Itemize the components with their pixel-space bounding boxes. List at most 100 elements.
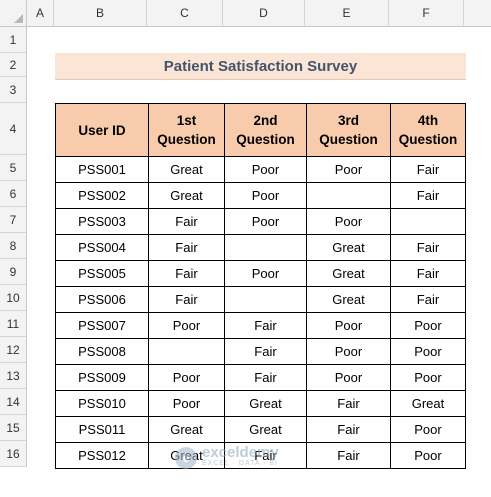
table-row: PSS008 Fair Poor Poor bbox=[55, 338, 466, 365]
answer-cell[interactable]: Fair bbox=[224, 338, 307, 365]
answer-cell[interactable]: Fair bbox=[148, 260, 225, 287]
answer-cell[interactable]: Great bbox=[224, 416, 307, 443]
header-cell[interactable]: 1st Question bbox=[148, 103, 225, 157]
answer-cell[interactable] bbox=[390, 208, 466, 235]
answer-cell[interactable]: Poor bbox=[390, 416, 466, 443]
row-header-11[interactable]: 11 bbox=[0, 311, 27, 337]
user-id-cell[interactable]: PSS012 bbox=[55, 442, 149, 469]
column-header-e[interactable]: E bbox=[305, 0, 389, 27]
row-header-15[interactable]: 15 bbox=[0, 415, 27, 441]
answer-cell[interactable]: Fair bbox=[224, 364, 307, 391]
answer-cell[interactable]: Poor bbox=[390, 442, 466, 469]
row-header-8[interactable]: 8 bbox=[0, 233, 27, 259]
answer-cell[interactable]: Fair bbox=[148, 234, 225, 261]
row-header-2[interactable]: 2 bbox=[0, 53, 27, 77]
answer-cell[interactable]: Poor bbox=[306, 312, 391, 339]
user-id-cell[interactable]: PSS011 bbox=[55, 416, 149, 443]
answer-cell[interactable]: Great bbox=[390, 390, 466, 417]
header-cell[interactable]: User ID bbox=[55, 103, 149, 157]
answer-cell[interactable]: Fair bbox=[148, 208, 225, 235]
row-header-4[interactable]: 4 bbox=[0, 103, 27, 155]
row-header-3[interactable]: 3 bbox=[0, 77, 27, 103]
user-id-cell[interactable]: PSS007 bbox=[55, 312, 149, 339]
column-header-f[interactable]: F bbox=[389, 0, 464, 27]
answer-cell[interactable]: Poor bbox=[148, 364, 225, 391]
answer-cell[interactable]: Great bbox=[148, 182, 225, 209]
answer-cell[interactable]: Poor bbox=[148, 312, 225, 339]
header-cell-text: 4th bbox=[417, 113, 439, 128]
answer-cell[interactable]: Fair bbox=[390, 156, 466, 183]
answer-cell[interactable]: Poor bbox=[306, 208, 391, 235]
answer-cell[interactable]: Fair bbox=[390, 182, 466, 209]
select-all-triangle-icon bbox=[14, 14, 23, 23]
user-id-cell[interactable]: PSS008 bbox=[55, 338, 149, 365]
header-cell[interactable]: 4th Question bbox=[390, 103, 466, 157]
row-header-7[interactable]: 7 bbox=[0, 207, 27, 233]
answer-cell[interactable]: Fair bbox=[224, 312, 307, 339]
answer-cell[interactable]: Poor bbox=[306, 156, 391, 183]
row-header-14[interactable]: 14 bbox=[0, 389, 27, 415]
answer-cell[interactable]: Poor bbox=[390, 338, 466, 365]
row-header-10[interactable]: 10 bbox=[0, 285, 27, 311]
user-id-cell[interactable]: PSS004 bbox=[55, 234, 149, 261]
answer-cell[interactable] bbox=[224, 286, 307, 313]
answer-cell[interactable] bbox=[224, 234, 307, 261]
header-cell[interactable]: 3rd Question bbox=[306, 103, 391, 157]
row-header-9[interactable]: 9 bbox=[0, 259, 27, 285]
answer-cell[interactable]: Poor bbox=[224, 260, 307, 287]
answer-cell[interactable]: Poor bbox=[390, 364, 466, 391]
answer-cell[interactable] bbox=[148, 338, 225, 365]
exceldemy-logo-icon: e bbox=[175, 447, 197, 469]
answer-cell[interactable]: Poor bbox=[390, 312, 466, 339]
table-row: PSS005 Fair Poor Great Fair bbox=[55, 260, 466, 287]
watermark-name: exceldemy bbox=[202, 444, 279, 461]
user-id-cell[interactable]: PSS002 bbox=[55, 182, 149, 209]
select-all-corner[interactable] bbox=[0, 0, 27, 27]
row-header-5[interactable]: 5 bbox=[0, 155, 27, 181]
survey-table: User ID 1st Question 2nd Question 3rd Question… bbox=[55, 103, 466, 469]
answer-cell[interactable]: Fair bbox=[390, 234, 466, 261]
answer-cell[interactable]: Poor bbox=[148, 390, 225, 417]
answer-cell[interactable]: Poor bbox=[306, 338, 391, 365]
answer-cell[interactable]: Poor bbox=[224, 156, 307, 183]
answer-cell[interactable]: Poor bbox=[306, 364, 391, 391]
header-cell-text: 1st bbox=[176, 113, 197, 128]
answer-cell[interactable]: Fair bbox=[390, 286, 466, 313]
column-header-b[interactable]: B bbox=[54, 0, 147, 27]
answer-cell[interactable]: Fair bbox=[390, 260, 466, 287]
answer-cell[interactable]: Poor bbox=[224, 208, 307, 235]
answer-cell[interactable] bbox=[306, 182, 391, 209]
user-id-cell[interactable]: PSS001 bbox=[55, 156, 149, 183]
answer-cell[interactable]: Fair bbox=[306, 416, 391, 443]
header-cell[interactable]: 2nd Question bbox=[224, 103, 307, 157]
answer-cell[interactable]: Fair bbox=[306, 390, 391, 417]
row-header-6[interactable]: 6 bbox=[0, 181, 27, 207]
answer-cell[interactable]: Fair bbox=[148, 286, 225, 313]
answer-cell[interactable]: Great bbox=[224, 390, 307, 417]
answer-cell[interactable]: Great bbox=[148, 416, 225, 443]
survey-title[interactable]: Patient Satisfaction Survey bbox=[55, 53, 466, 80]
answer-cell[interactable]: Fair bbox=[306, 442, 391, 469]
user-id-cell[interactable]: PSS009 bbox=[55, 364, 149, 391]
user-id-cell[interactable]: PSS003 bbox=[55, 208, 149, 235]
answer-cell[interactable]: Great bbox=[148, 156, 225, 183]
answer-cell[interactable]: Poor bbox=[224, 182, 307, 209]
user-id-cell[interactable]: PSS010 bbox=[55, 390, 149, 417]
column-header-d[interactable]: D bbox=[223, 0, 305, 27]
user-id-cell[interactable]: PSS006 bbox=[55, 286, 149, 313]
answer-cell[interactable]: Great bbox=[306, 260, 391, 287]
watermark-tagline: EXCEL · DATA · BI bbox=[202, 460, 278, 467]
column-header-c[interactable]: C bbox=[147, 0, 223, 27]
header-cell-text: Question bbox=[236, 132, 295, 147]
header-cell-text: 3rd bbox=[337, 113, 359, 128]
row-header-16[interactable]: 16 bbox=[0, 441, 27, 467]
row-header-13[interactable]: 13 bbox=[0, 363, 27, 389]
answer-cell[interactable]: Great bbox=[306, 286, 391, 313]
header-cell-text: User ID bbox=[78, 122, 126, 138]
row-header-12[interactable]: 12 bbox=[0, 337, 27, 363]
answer-cell[interactable]: Great bbox=[306, 234, 391, 261]
column-header-a[interactable]: A bbox=[27, 0, 54, 27]
row-header-1[interactable]: 1 bbox=[0, 27, 27, 53]
user-id-cell[interactable]: PSS005 bbox=[55, 260, 149, 287]
